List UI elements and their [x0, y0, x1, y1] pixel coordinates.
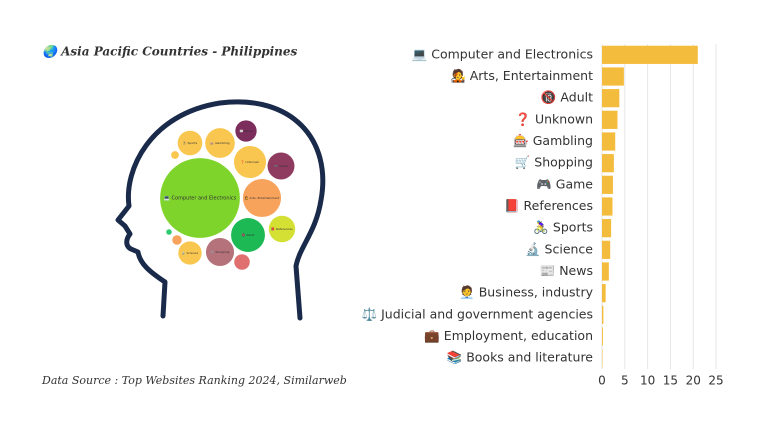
y-tick-label: 🚴‍♀️ Sports [533, 220, 593, 235]
bar [602, 305, 604, 324]
y-tick-label: 📕 References [504, 198, 593, 213]
bar [602, 154, 614, 173]
bubble-label: 📰 News [240, 129, 253, 133]
bubble [177, 130, 203, 156]
bubble [242, 178, 282, 218]
bar [602, 284, 606, 303]
x-tick-label: 5 [621, 374, 629, 388]
y-tick-label: 📰 News [540, 263, 593, 278]
bar [602, 327, 603, 346]
bubble-label: 🧑‍🎤 Arts, Entertainment [245, 196, 280, 200]
y-tick-label: 🔞 Adult [541, 90, 593, 105]
bar [602, 175, 613, 194]
y-tick-label: 💼 Employment, education [424, 328, 593, 343]
bubble [178, 241, 202, 265]
y-tick-label: ❓ Unknown [515, 111, 593, 126]
bubble [233, 145, 267, 179]
bubble-label: 🚴‍♀️ Sports [183, 141, 198, 145]
x-tick-label: 10 [640, 374, 655, 388]
bubble [235, 120, 257, 142]
y-tick-label: 💻 Computer and Electronics [412, 46, 593, 61]
bubble-label: 🎰 Gambling [210, 141, 229, 145]
bubble-label: ❓ Unknown [241, 160, 260, 164]
y-tick-label: 📚 Books and literature [447, 350, 594, 365]
bubble-label: 🛒 Shopping [211, 250, 230, 254]
chart-title: 🌏 Asia Pacific Countries - Philippines [41, 45, 298, 59]
bar [602, 240, 611, 259]
bubble [205, 128, 235, 158]
x-tick-label: 15 [663, 374, 678, 388]
bubble [160, 158, 240, 238]
bubble [205, 237, 235, 267]
y-tick-label: 🧑‍🎤 Arts, Entertainment [450, 68, 593, 83]
bar [602, 89, 620, 108]
bubble [231, 218, 265, 252]
bar [602, 262, 609, 281]
y-tick-label: 🛒 Shopping [515, 155, 593, 170]
y-tick-label: 🎮 Game [536, 176, 593, 191]
bar [602, 45, 698, 64]
bar [602, 110, 618, 129]
bubble [166, 229, 172, 235]
bubble [268, 215, 296, 243]
bubble-label: 🎮 Game [274, 164, 288, 168]
y-tick-label: 🔬 Science [525, 241, 593, 256]
bubble-label: 🔞 Adult [242, 233, 255, 237]
bar [602, 197, 613, 216]
bubble-label: 📕 References [271, 227, 293, 231]
bar [602, 132, 616, 151]
x-tick-label: 0 [598, 374, 606, 388]
bubble-label: 🔬 Science [182, 251, 198, 255]
head-outline [115, 99, 326, 321]
x-tick-label: 20 [686, 374, 701, 388]
bubble-label: 💻 Computer and Electronics [164, 196, 237, 202]
bubble [171, 151, 179, 159]
y-tick-label: ⚖️ Judicial and government agencies [362, 306, 593, 321]
x-tick-label: 25 [708, 374, 723, 388]
y-tick-label: 🧑‍💼 Business, industry [459, 285, 593, 300]
bar [602, 67, 624, 86]
bubble [234, 254, 250, 270]
bubble [172, 235, 182, 245]
y-tick-label: 🎰 Gambling [513, 133, 593, 148]
bar [602, 219, 612, 238]
source-note: Data Source : Top Websites Ranking 2024,… [41, 374, 347, 387]
bubble [267, 152, 295, 180]
